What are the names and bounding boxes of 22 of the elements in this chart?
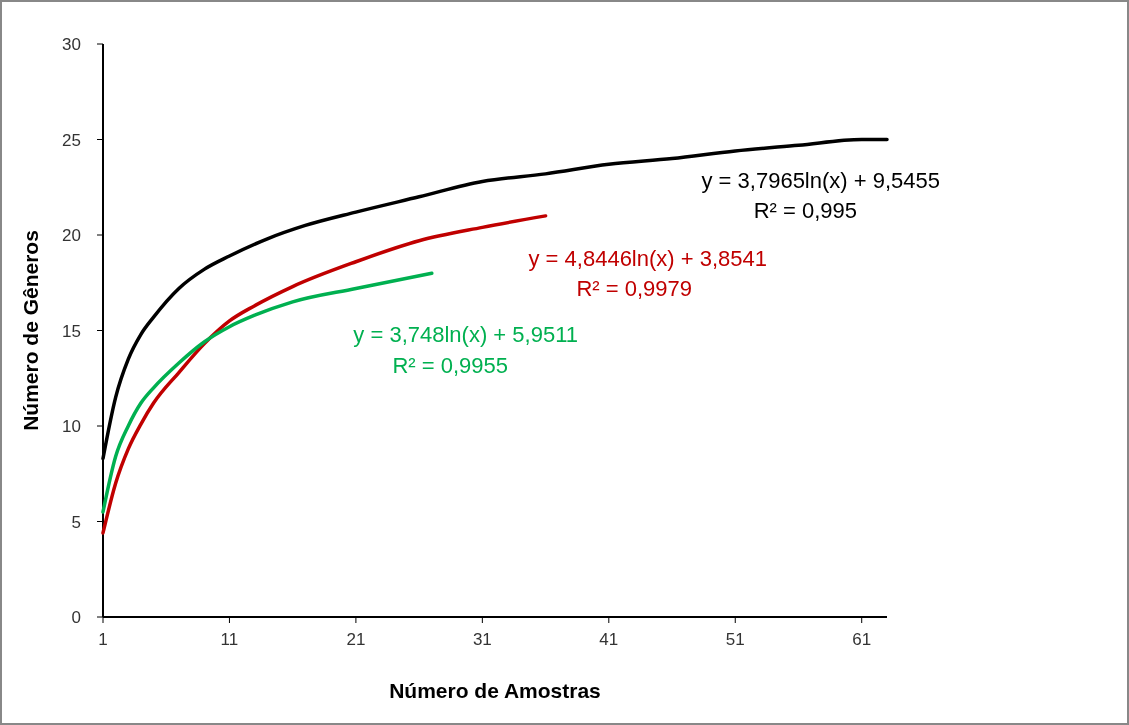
x-axis-title: Número de Amostras bbox=[389, 679, 601, 702]
annotation: R² = 0,9979 bbox=[576, 276, 692, 301]
x-tick-label: 1 bbox=[98, 630, 108, 649]
x-tick-label: 51 bbox=[725, 630, 745, 649]
y-tick-label: 25 bbox=[62, 130, 81, 150]
annotation: R² = 0,9955 bbox=[392, 353, 508, 378]
y-tick-label: 0 bbox=[71, 608, 81, 627]
annotation: y = 3,7965ln(x) + 9,5455 bbox=[701, 168, 940, 193]
y-tick-label: 30 bbox=[62, 35, 81, 54]
x-tick-label: 21 bbox=[346, 630, 366, 649]
y-axis-title: Número de Gêneros bbox=[19, 230, 42, 431]
x-tick-label: 41 bbox=[599, 630, 619, 649]
x-tick-label: 31 bbox=[472, 630, 492, 649]
annotation: y = 4,8446ln(x) + 3,8541 bbox=[528, 246, 767, 271]
annotation: y = 3,748ln(x) + 5,9511 bbox=[353, 322, 578, 347]
annotation: R² = 0,995 bbox=[753, 198, 857, 223]
x-tick-label: 61 bbox=[852, 630, 872, 649]
x-tick-label: 11 bbox=[220, 630, 239, 649]
y-tick-label: 5 bbox=[71, 512, 81, 532]
y-tick-label: 15 bbox=[62, 321, 81, 341]
y-tick-label: 20 bbox=[62, 226, 81, 245]
y-tick-label: 10 bbox=[62, 417, 81, 436]
